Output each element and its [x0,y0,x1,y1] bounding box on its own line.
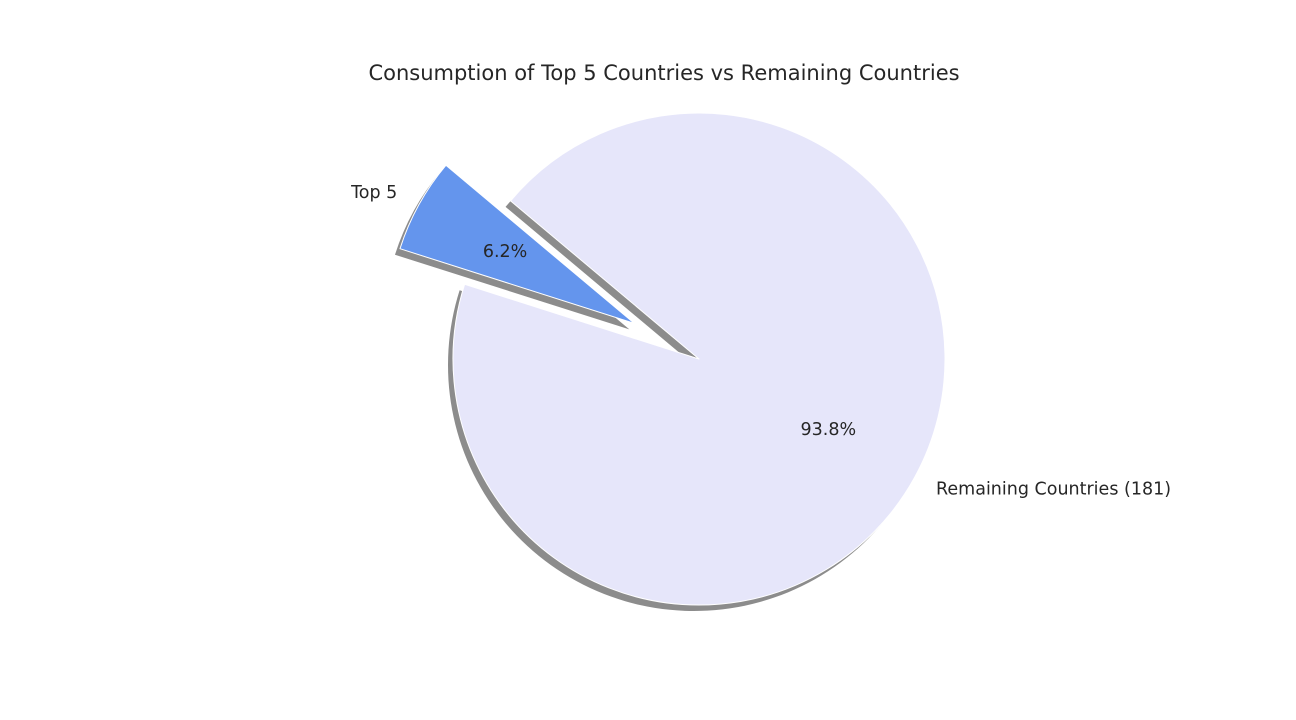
chart-title: Consumption of Top 5 Countries vs Remain… [368,61,959,85]
percent-label-top-5: 6.2% [483,242,527,262]
pie-slice-remaining-countries-181 [452,112,946,606]
pie-slices [399,112,946,606]
pie-slice-top-5 [399,164,635,324]
slice-label-remaining-countries-181: Remaining Countries (181) [936,480,1171,500]
slice-label-top-5: Top 5 [350,183,397,203]
pie-labels: Top 5 6.2% Remaining Countries (181) 93.8% [350,183,1171,500]
percent-label-remaining-countries-181: 93.8% [800,420,856,440]
